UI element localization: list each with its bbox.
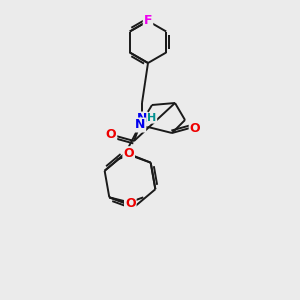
Text: O: O [123,147,134,160]
Text: O: O [106,128,116,142]
Text: O: O [190,122,200,134]
Text: O: O [125,197,136,210]
Text: F: F [144,14,152,26]
Text: N: N [135,118,145,131]
Text: H: H [147,113,157,123]
Text: N: N [137,112,147,125]
